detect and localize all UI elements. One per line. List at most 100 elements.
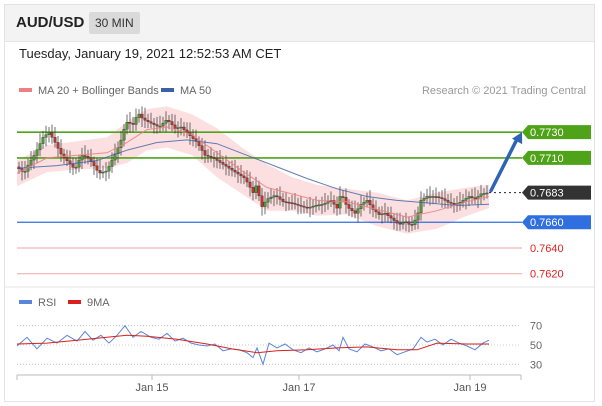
candle-body — [326, 201, 330, 204]
rsi-legend-label: RSI — [38, 297, 56, 309]
ma50-legend-swatch — [161, 88, 174, 92]
symbol-title: AUD/USD — [16, 14, 85, 31]
candle-body — [239, 173, 243, 177]
candle-body — [185, 129, 189, 134]
candle-body — [419, 200, 423, 214]
candle-body — [53, 137, 57, 143]
candle-body — [227, 166, 231, 169]
level-label-0.7730: 0.7730 — [530, 127, 564, 139]
candle-body — [35, 149, 39, 156]
candle-body — [122, 128, 126, 141]
candle-body — [44, 134, 48, 138]
candle-body — [62, 153, 66, 158]
candle-body — [29, 159, 33, 166]
candle-body — [251, 187, 255, 193]
candle-body — [440, 197, 444, 199]
candle-body — [200, 145, 204, 151]
candle-body — [287, 201, 291, 204]
candle-body — [359, 204, 363, 209]
candle-body — [443, 198, 447, 201]
candle-body — [170, 121, 174, 126]
candle-body — [104, 170, 108, 173]
candle-body — [383, 213, 387, 215]
candle-body — [332, 200, 336, 205]
candle-body — [344, 197, 348, 205]
candle-body — [221, 162, 225, 165]
candle-body — [449, 202, 453, 204]
interval-badge[interactable]: 30 MIN — [89, 12, 140, 34]
candle-body — [158, 125, 162, 128]
candle-body — [65, 157, 69, 161]
candle-body — [152, 122, 156, 125]
candle-body — [155, 124, 159, 127]
candle-body — [248, 181, 252, 188]
candle-body — [452, 203, 456, 205]
candle-body — [410, 224, 414, 226]
candle-body — [56, 142, 60, 149]
candle-body — [125, 122, 129, 130]
price-panel: 0.7730 0.7710 0.7683 0.7660 0.7640 0.7620 — [16, 106, 591, 281]
candle-body — [311, 205, 315, 208]
candle-body — [305, 206, 309, 209]
candle-body — [392, 217, 396, 221]
candle-body — [347, 204, 351, 209]
x-tick-label: Jan 15 — [135, 382, 168, 394]
candle-body — [320, 204, 324, 206]
candle-body — [269, 196, 273, 199]
candle-body — [323, 203, 327, 205]
candle-body — [176, 127, 180, 129]
candle-body — [272, 195, 276, 198]
candle-body — [425, 196, 429, 199]
candle-body — [131, 123, 135, 125]
candle-body — [479, 193, 483, 197]
candle-body — [167, 120, 171, 122]
candle-body — [209, 156, 213, 158]
rsi-legend-swatch — [19, 300, 32, 304]
candle-body — [143, 117, 147, 121]
candle-body — [137, 113, 141, 118]
candle-body — [341, 196, 345, 198]
candle-body — [95, 165, 99, 171]
candle-body — [149, 121, 153, 124]
candle-body — [50, 131, 54, 138]
candle-body — [71, 163, 75, 168]
candle-body — [350, 208, 354, 212]
candle-body — [482, 193, 486, 195]
candle-body — [254, 185, 258, 193]
candle-body — [437, 196, 441, 199]
candle-body — [335, 204, 339, 209]
candle-body — [278, 196, 282, 200]
candle-body — [293, 203, 297, 205]
candle-body — [461, 200, 465, 203]
candle-body — [161, 122, 165, 127]
candle-body — [446, 200, 450, 203]
candle-body — [74, 166, 78, 169]
rsi-tick-30: 30 — [530, 359, 542, 371]
candles — [17, 106, 489, 233]
candle-body — [179, 126, 183, 129]
level-label-0.7620: 0.7620 — [530, 269, 564, 281]
candle-body — [428, 196, 432, 198]
rsi-ma-legend-label: 9MA — [87, 297, 110, 309]
credit-text: Research © 2021 Trading Central — [422, 85, 586, 97]
candle-body — [407, 221, 411, 225]
candle-body — [77, 159, 81, 168]
candle-body — [368, 200, 372, 206]
candle-body — [41, 137, 45, 144]
candle-body — [116, 147, 120, 155]
candle-body — [314, 205, 318, 207]
candle-body — [119, 139, 123, 148]
candle-body — [146, 120, 150, 122]
candle-body — [173, 124, 177, 129]
candle-body — [101, 171, 105, 174]
candle-body — [431, 196, 435, 198]
candle-body — [83, 155, 87, 157]
level-tag-0.7730 — [522, 125, 591, 140]
rsi-line — [16, 324, 490, 366]
level-label-0.7683: 0.7683 — [530, 188, 564, 200]
candle-body — [140, 113, 144, 119]
candle-body — [317, 204, 321, 207]
candle-body — [404, 221, 408, 224]
forecast-arrow — [489, 135, 520, 193]
x-axis: Jan 15 Jan 17 Jan 19 — [135, 375, 487, 394]
